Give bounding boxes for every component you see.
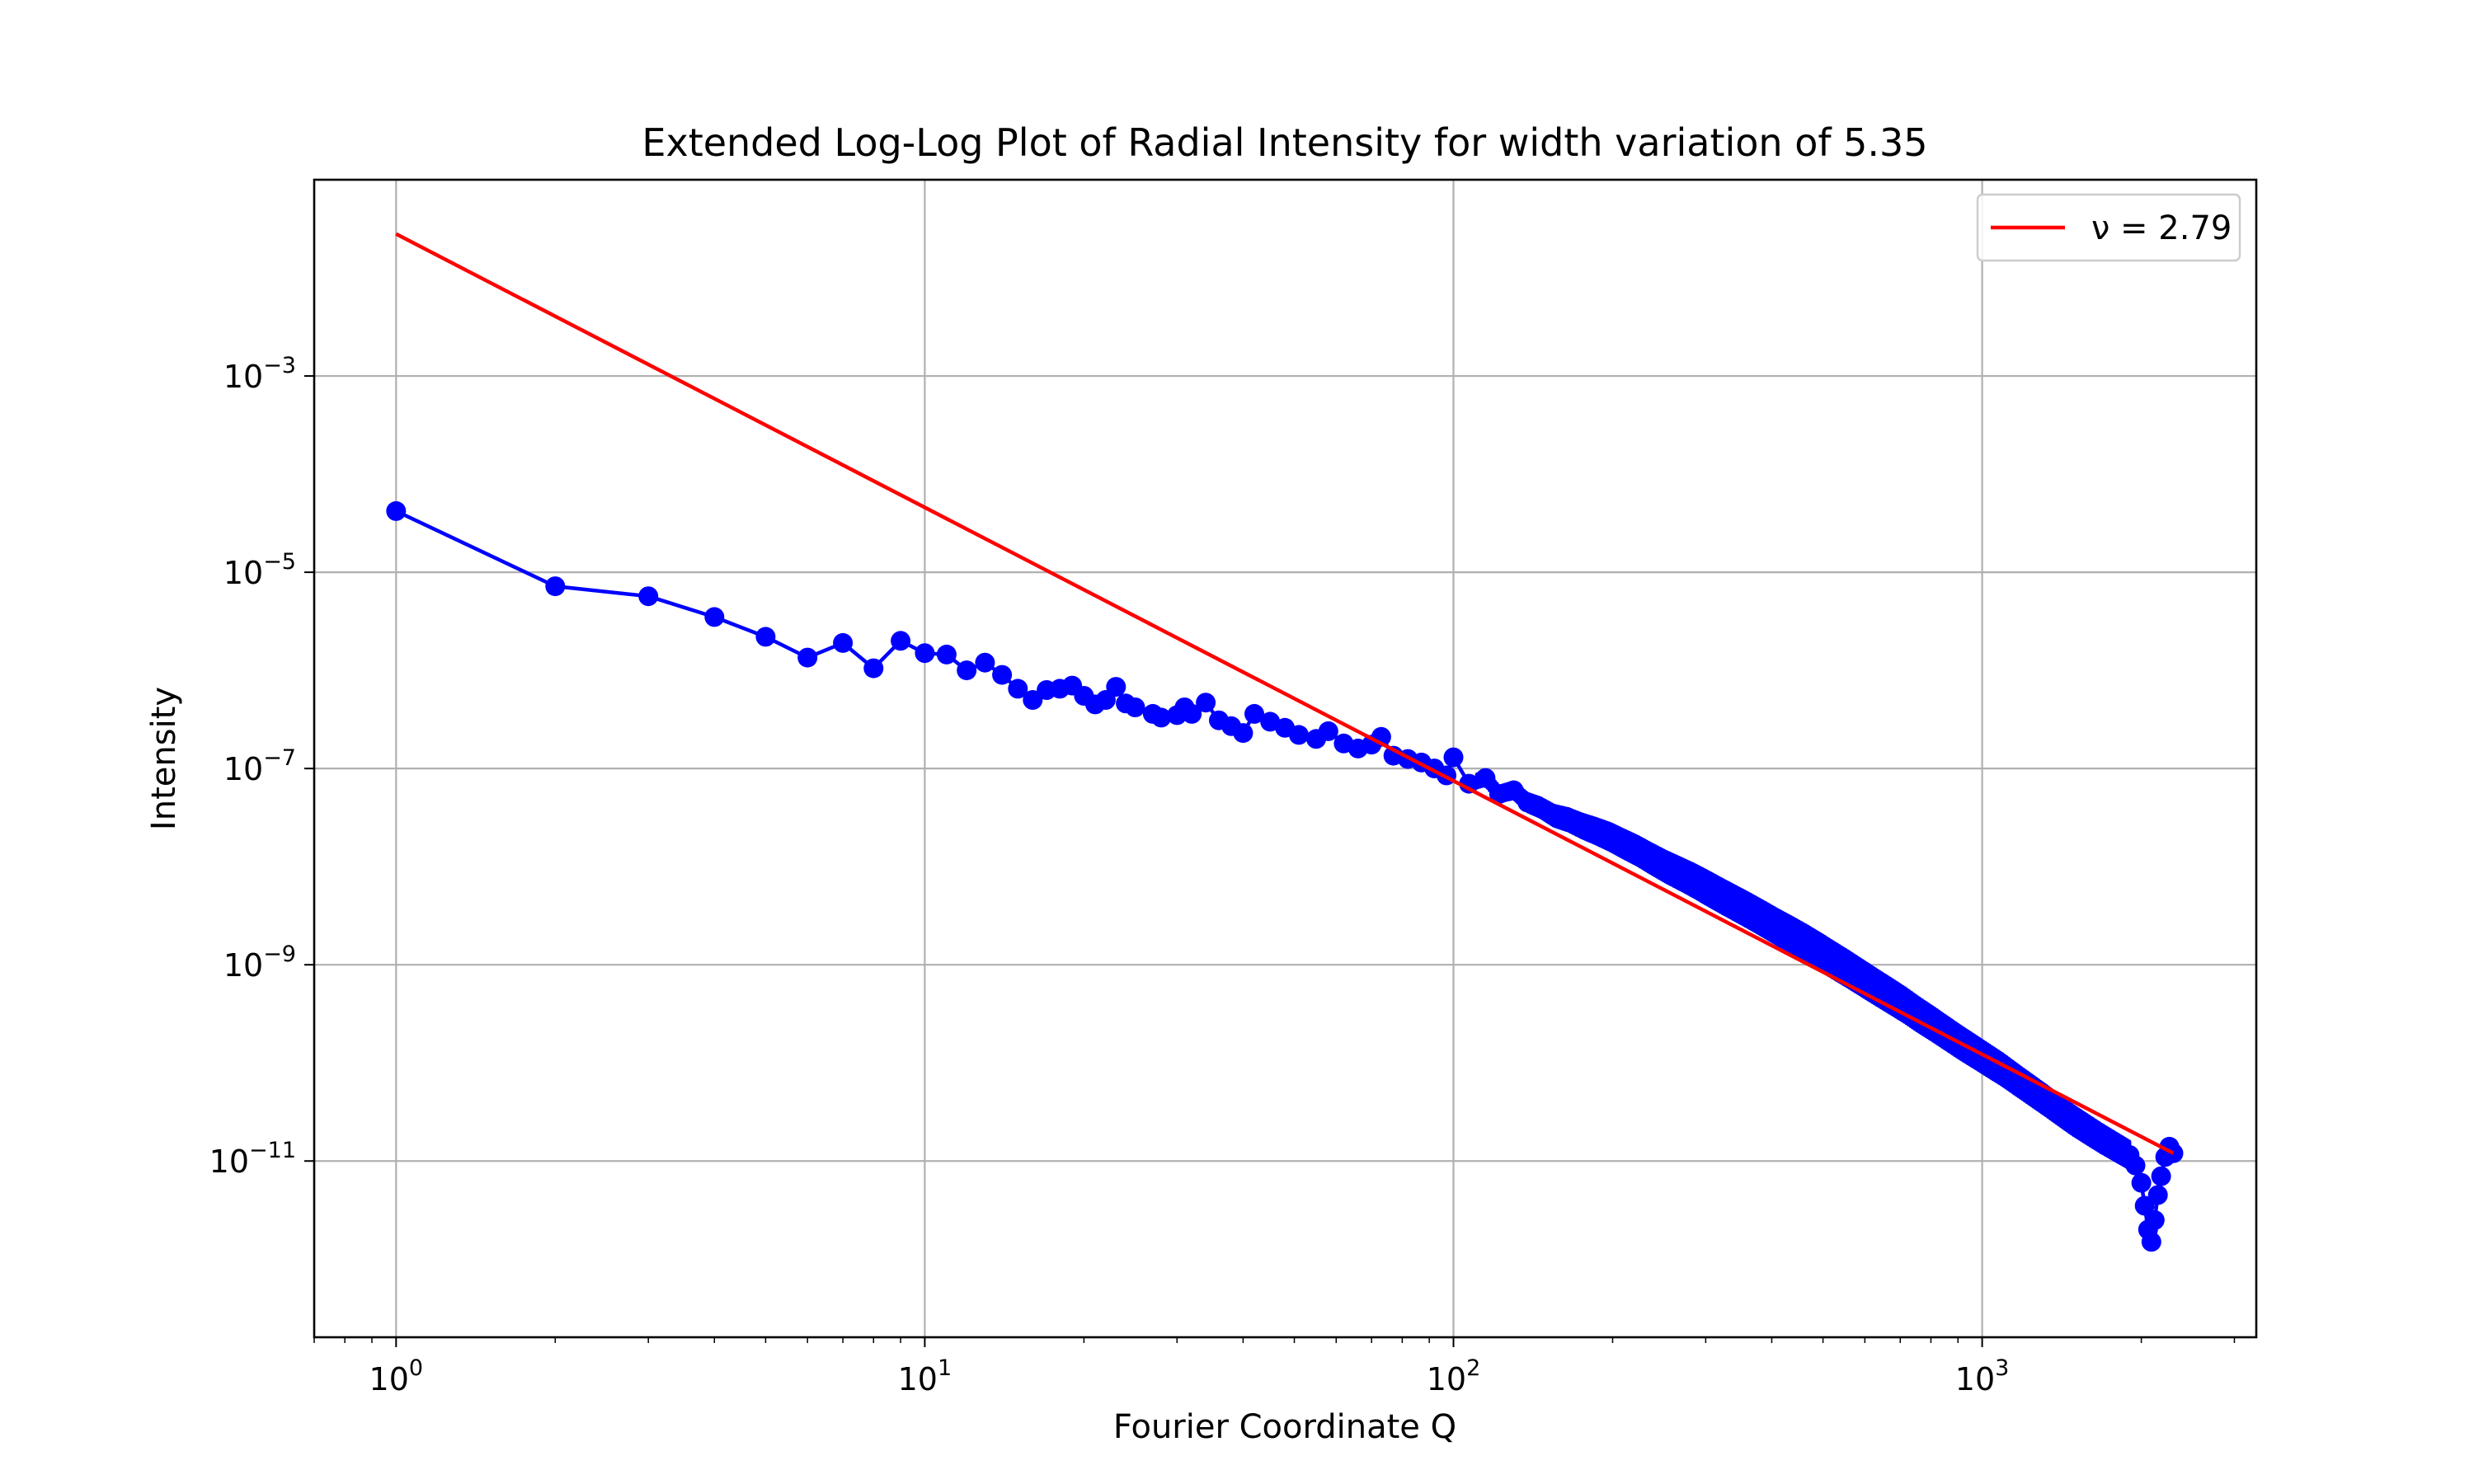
- x-tick-label: 103: [1955, 1355, 2010, 1397]
- blue-data-point: [891, 631, 911, 651]
- x-axis-label: Fourier Coordinate Q: [1113, 1408, 1456, 1446]
- blue-data-point: [2147, 1185, 2168, 1205]
- blue-data-point: [545, 576, 566, 597]
- blue-data-point: [1318, 721, 1338, 741]
- y-tick-label-base: 10: [209, 1144, 249, 1180]
- blue-data-point: [1852, 968, 1873, 989]
- y-tick-label: 10−11: [209, 1138, 296, 1180]
- y-tick-label-exponent: −7: [263, 745, 296, 771]
- blue-data-point: [2062, 1110, 2083, 1130]
- blue-data-point: [2144, 1209, 2165, 1230]
- blue-data-point: [1992, 1059, 2013, 1080]
- blue-data-point: [1503, 780, 1524, 801]
- x-tick-label: 102: [1427, 1355, 1481, 1397]
- blue-data-point: [936, 644, 957, 665]
- blue-data-point: [915, 643, 935, 664]
- blue-data-point: [704, 607, 725, 627]
- y-tick-label-base: 10: [223, 555, 263, 591]
- y-tick-label-base: 10: [223, 947, 263, 984]
- blue-data-point: [1475, 768, 1496, 788]
- blue-data-point: [2125, 1155, 2146, 1176]
- blue-data-point: [2034, 1090, 2055, 1111]
- blue-data-point: [992, 665, 1013, 685]
- blue-data-point: [1866, 977, 1887, 998]
- x-tick-label: 100: [369, 1355, 424, 1397]
- blue-series: [386, 500, 2184, 1252]
- red-fit-line: [395, 232, 2175, 1155]
- blue-data-point: [797, 647, 818, 668]
- y-tick-label-base: 10: [223, 359, 263, 395]
- blue-data-point: [863, 658, 884, 679]
- x-tick-label-exponent: 0: [409, 1355, 423, 1381]
- blue-data-point: [833, 632, 854, 653]
- blue-data-point: [1289, 725, 1309, 745]
- x-tick-label-exponent: 2: [1466, 1355, 1480, 1381]
- blue-data-point: [2077, 1119, 2097, 1139]
- x-tick-label-base: 10: [1955, 1361, 1995, 1397]
- blue-data-point: [975, 652, 995, 673]
- blue-data-point: [1196, 693, 1216, 713]
- blue-data-point: [1023, 690, 1043, 710]
- blue-data-point: [1233, 723, 1253, 744]
- blue-data-point: [2141, 1232, 2161, 1252]
- y-tick-label: 10−7: [223, 745, 296, 787]
- y-tick-label: 10−9: [223, 942, 296, 984]
- y-tick-label-exponent: −3: [263, 353, 296, 378]
- legend: ν = 2.79: [1976, 193, 2241, 262]
- y-tick-label-exponent: −9: [263, 942, 296, 967]
- y-tick-label-base: 10: [223, 751, 263, 787]
- chart-title: Extended Log-Log Plot of Radial Intensit…: [642, 120, 1927, 165]
- blue-data-point: [1106, 677, 1126, 697]
- blue-data-point: [1182, 703, 1202, 724]
- blue-data-point: [2048, 1100, 2069, 1120]
- x-tick-label-exponent: 1: [938, 1355, 952, 1381]
- red-fit-series: [395, 232, 2175, 1155]
- legend-box: [1976, 193, 2241, 262]
- x-tick-label-exponent: 3: [1995, 1355, 2009, 1381]
- blue-data-point: [957, 660, 977, 681]
- blue-data-point: [1443, 747, 1464, 768]
- x-tick-label: 101: [898, 1355, 952, 1397]
- axis-ticks: [304, 375, 2236, 1347]
- y-tick-label: 10−3: [223, 353, 296, 395]
- y-tick-label: 10−5: [223, 549, 296, 591]
- blue-data-point: [2163, 1143, 2184, 1163]
- blue-data-point: [2020, 1080, 2041, 1100]
- blue-data-point: [1244, 703, 1264, 724]
- blue-data-point: [2131, 1172, 2152, 1193]
- y-axis-label: Intensity: [145, 687, 183, 830]
- blue-data-point: [386, 500, 407, 521]
- blue-data-point: [2134, 1195, 2155, 1216]
- x-tick-label-base: 10: [1427, 1361, 1466, 1397]
- blue-data-point: [1125, 697, 1145, 717]
- blue-data-point: [1922, 1013, 1943, 1034]
- x-tick-label-base: 10: [369, 1361, 409, 1397]
- y-tick-label-exponent: −5: [263, 549, 296, 575]
- x-tick-label-base: 10: [898, 1361, 938, 1397]
- blue-data-point: [2151, 1166, 2171, 1186]
- blue-data-point: [755, 627, 776, 647]
- axes-frame: [313, 178, 2258, 1339]
- legend-fit-label: ν = 2.79: [2091, 209, 2232, 247]
- blue-data-point: [638, 586, 659, 607]
- blue-data-point: [1459, 773, 1479, 794]
- blue-data-point: [1151, 707, 1172, 728]
- y-tick-label-exponent: −11: [249, 1138, 296, 1163]
- blue-data-point: [1008, 679, 1028, 699]
